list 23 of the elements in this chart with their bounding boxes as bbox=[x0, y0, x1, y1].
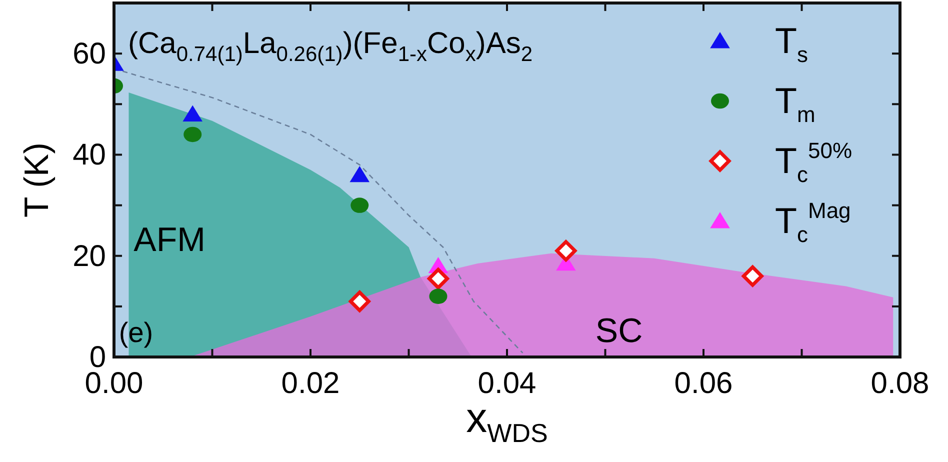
annotation: (e) bbox=[118, 316, 154, 348]
point bbox=[348, 290, 370, 312]
x-tick-label: 0.00 bbox=[84, 367, 144, 400]
y-tick-label: 20 bbox=[72, 240, 106, 273]
y-tick-label: 60 bbox=[72, 38, 106, 71]
annotation: SC bbox=[595, 312, 643, 350]
point bbox=[350, 166, 370, 182]
chart-title: (Ca$_{0.74(1)}$La$_{0.26(1)}$)(Fe$_{1-x}$Co$_{x}$)As$_{2}$ bbox=[128, 27, 533, 66]
x-tick-label: 0.02 bbox=[281, 367, 340, 400]
x-tick-label: 0.08 bbox=[870, 367, 930, 400]
x-tick-label: 0.06 bbox=[674, 367, 733, 400]
point bbox=[427, 268, 449, 290]
annotation: AFM bbox=[134, 220, 206, 259]
point bbox=[555, 240, 577, 262]
point bbox=[350, 198, 369, 213]
point bbox=[429, 288, 448, 304]
legend-label: T$_{m}$ bbox=[775, 80, 816, 127]
point bbox=[182, 105, 202, 122]
legend-label: T$_{s}$ bbox=[775, 20, 808, 67]
y-axis-title: T (K) bbox=[18, 142, 56, 218]
point bbox=[742, 265, 764, 287]
point bbox=[184, 126, 202, 142]
y-tick-label: 40 bbox=[72, 138, 106, 172]
